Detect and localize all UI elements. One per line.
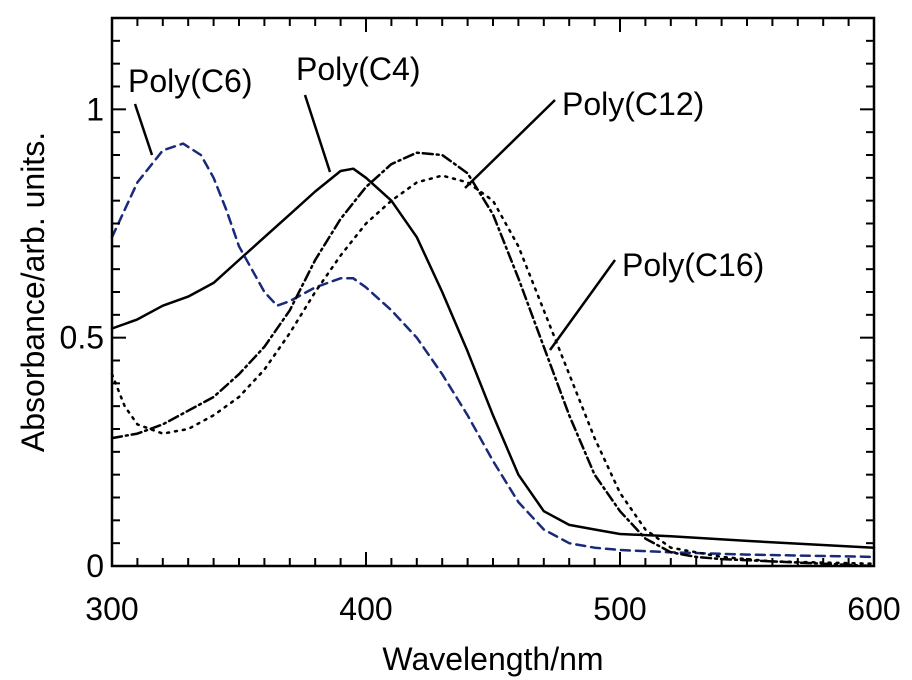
x-tick-label: 300 <box>85 591 138 627</box>
leader-line-poly-c16 <box>548 259 617 351</box>
y-tick-label: 0 <box>86 548 104 584</box>
x-tick-label: 400 <box>339 591 392 627</box>
series-label-poly-c16: Poly(C16) <box>622 247 764 283</box>
series-label-poly-c4: Poly(C4) <box>296 51 420 87</box>
leader-line-poly-c4 <box>303 94 332 173</box>
x-tick-label: 600 <box>847 591 900 627</box>
label-leader-lines <box>133 94 617 351</box>
leader-line-poly-c6 <box>133 103 154 156</box>
y-tick-label: 0.5 <box>60 320 104 356</box>
series-line-polyc4 <box>110 167 876 549</box>
plot-frame <box>110 16 876 568</box>
series-layer <box>110 142 876 568</box>
leader-line-poly-c12 <box>464 99 556 189</box>
series-label-poly-c6: Poly(C6) <box>128 63 252 99</box>
series-label-poly-c12: Poly(C12) <box>562 86 704 122</box>
axis-ticks <box>111 17 875 567</box>
y-axis-title: Absorbance/arb. units. <box>15 132 51 452</box>
series-line-polyc6 <box>110 142 876 559</box>
tick-labels: 300 400 500 600 0 0.5 1 <box>60 91 901 627</box>
y-tick-label: 1 <box>86 91 104 127</box>
series-line-polyc12 <box>110 151 876 568</box>
x-tick-label: 500 <box>593 591 646 627</box>
series-line-polyc16 <box>110 174 876 565</box>
x-axis-title: Wavelength/nm <box>382 641 603 677</box>
